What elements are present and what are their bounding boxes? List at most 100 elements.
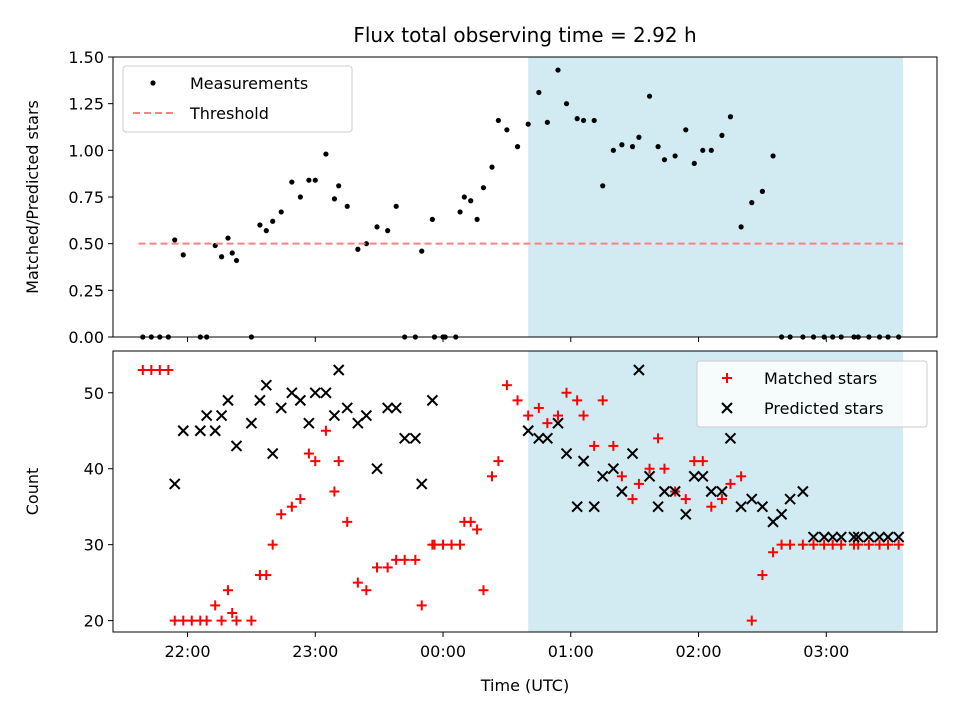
data-point — [201, 615, 212, 626]
data-point — [323, 151, 329, 157]
data-point — [146, 364, 157, 375]
chart-title: Flux total observing time = 2.92 h — [353, 23, 696, 47]
data-point — [749, 200, 755, 206]
data-point — [826, 531, 839, 543]
data-point — [263, 228, 269, 234]
data-point — [382, 562, 393, 573]
legend-swatch — [722, 373, 732, 383]
data-point — [522, 425, 534, 437]
data-point — [493, 456, 504, 467]
data-point — [874, 539, 885, 550]
data-point — [883, 539, 894, 550]
y-tick-label: 0.75 — [68, 188, 104, 207]
data-point — [836, 539, 847, 550]
panel-ratio: 0.00 0.25 0.50 0.75 1.00 1.25 1.50 Matched/Pred… — [23, 48, 938, 347]
data-point — [399, 554, 410, 565]
data-point — [616, 485, 628, 498]
data-point — [725, 478, 736, 489]
data-point — [310, 456, 321, 467]
data-point — [691, 160, 697, 166]
data-point — [561, 387, 572, 398]
data-point — [759, 188, 766, 194]
data-point — [580, 117, 587, 124]
data-point — [555, 67, 561, 73]
data-point — [512, 395, 523, 406]
data-point — [629, 144, 636, 150]
data-point — [708, 147, 714, 153]
data-point — [289, 179, 295, 185]
data-point — [536, 89, 542, 96]
data-point — [461, 194, 467, 200]
data-point — [446, 539, 457, 550]
x-axis-label: Time (UTC) — [480, 676, 569, 695]
data-point — [222, 585, 233, 596]
data-point — [776, 539, 787, 550]
data-point — [863, 539, 874, 550]
data-point — [257, 222, 263, 228]
data-point — [607, 463, 620, 475]
data-point — [266, 447, 279, 460]
data-point — [542, 418, 553, 429]
data-point — [563, 101, 570, 107]
data-point — [419, 248, 425, 254]
data-point — [571, 500, 583, 513]
y-tick-label: 20 — [84, 612, 104, 631]
data-point — [523, 410, 534, 421]
legend: Matched stars Predicted stars — [696, 360, 928, 428]
data-point — [294, 394, 307, 407]
data-point — [390, 402, 402, 414]
data-point — [275, 402, 287, 414]
data-point — [270, 218, 276, 224]
data-point — [495, 117, 501, 124]
data-point — [697, 456, 708, 467]
data-point — [278, 209, 284, 215]
data-point — [478, 585, 489, 596]
data-point — [768, 547, 779, 558]
data-point — [835, 531, 847, 543]
legend-entry: Threshold — [133, 104, 269, 123]
data-point — [597, 470, 609, 483]
data-point — [352, 577, 363, 588]
data-point — [355, 246, 361, 252]
data-point — [457, 209, 463, 215]
data-point — [169, 478, 181, 490]
data-point — [863, 531, 875, 543]
data-point — [616, 471, 627, 482]
data-point — [154, 364, 165, 375]
highlight-band — [528, 57, 903, 337]
data-point — [363, 241, 369, 247]
data-point — [329, 486, 340, 497]
data-point — [501, 380, 512, 391]
data-point — [626, 447, 639, 460]
data-point — [180, 252, 186, 258]
data-point — [597, 395, 608, 406]
data-point — [848, 531, 860, 543]
data-point — [222, 394, 234, 407]
legend-swatch — [721, 402, 733, 414]
data-point — [233, 257, 240, 264]
data-point — [438, 539, 449, 550]
data-point — [578, 410, 589, 421]
y-tick-label: 0.25 — [68, 281, 104, 300]
y-tick-label: 0.50 — [68, 235, 104, 254]
data-point — [276, 509, 287, 520]
data-point — [336, 183, 342, 189]
series-matched-stars — [137, 364, 904, 626]
data-point — [361, 585, 372, 596]
data-point — [416, 600, 427, 611]
data-point — [261, 570, 272, 581]
data-point — [303, 417, 315, 429]
legend-entry: Measurements — [150, 74, 308, 93]
data-point — [716, 494, 727, 505]
data-point — [680, 508, 692, 520]
data-point — [137, 364, 148, 375]
data-point — [627, 494, 638, 505]
data-point — [544, 119, 550, 125]
data-point — [589, 440, 600, 451]
chart-panels: 0.00 0.25 0.50 0.75 1.00 1.25 1.50 Matched/Pred… — [23, 48, 938, 661]
data-point — [260, 379, 273, 391]
data-point — [746, 493, 758, 505]
data-point — [429, 216, 435, 222]
data-point — [410, 554, 421, 565]
data-point — [525, 121, 531, 127]
